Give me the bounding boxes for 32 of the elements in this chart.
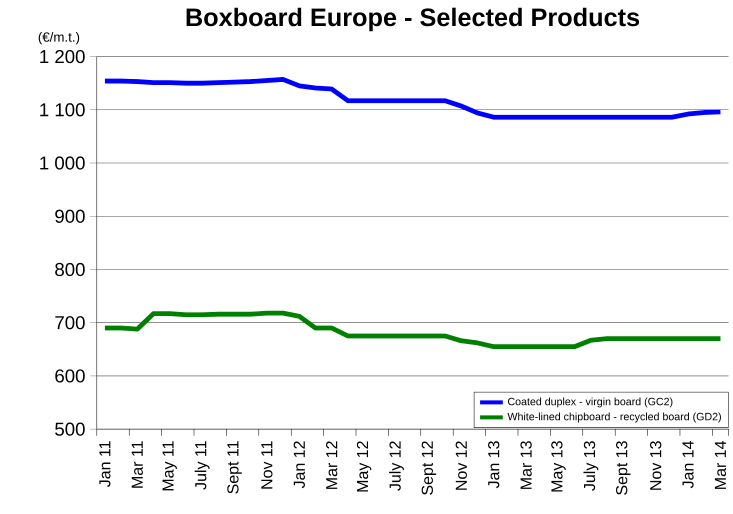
x-tick-label: Jan 13 — [488, 441, 500, 488]
y-tick-label: 700 — [55, 316, 85, 330]
x-tick-label: Nov 13 — [650, 441, 662, 490]
y-tick-label: 900 — [55, 210, 85, 223]
x-tick-label: Jan 12 — [294, 441, 305, 488]
y-tick-label: 1 200 — [40, 50, 85, 64]
x-tick-label: Nov 11 — [261, 441, 272, 489]
x-tick-label: July 13 — [583, 441, 598, 491]
y-axis-title: (€/m.t.) — [38, 32, 80, 44]
x-tick-label: Nov 12 — [456, 441, 467, 490]
legend-label: White-lined chipboard - recycled board (GD2) — [508, 412, 721, 422]
x-tick-label: Sept 13 — [616, 441, 631, 495]
y-tick-label: 1 100 — [40, 103, 85, 116]
x-tick-label: Jan 11 — [99, 441, 110, 488]
x-tick-label: Mar 11 — [132, 441, 143, 488]
x-tick-label: July 11 — [194, 441, 210, 490]
legend-label: Coated duplex - virgin board (GC2) — [508, 397, 672, 408]
x-tick-label: May 13 — [551, 441, 566, 492]
x-tick-label: Jan 14 — [682, 441, 694, 488]
x-tick-label: Mar 13 — [520, 441, 532, 489]
x-tick-label: Mar 12 — [326, 441, 338, 489]
y-tick-label: 600 — [55, 369, 85, 383]
x-tick-label: May 12 — [356, 441, 372, 492]
x-tick-label: May 11 — [162, 441, 177, 490]
y-tick-label: 500 — [55, 422, 85, 436]
y-tick-label: 800 — [55, 262, 85, 276]
chart-title: Boxboard Europe - Selected Products — [186, 8, 640, 32]
x-tick-label: Mar 14 — [714, 440, 726, 489]
x-tick-label: July 12 — [389, 441, 404, 491]
x-tick-label: Sept 11 — [227, 441, 242, 494]
x-tick-label: Sept 12 — [422, 441, 436, 495]
y-tick-label: 1 000 — [40, 156, 85, 170]
